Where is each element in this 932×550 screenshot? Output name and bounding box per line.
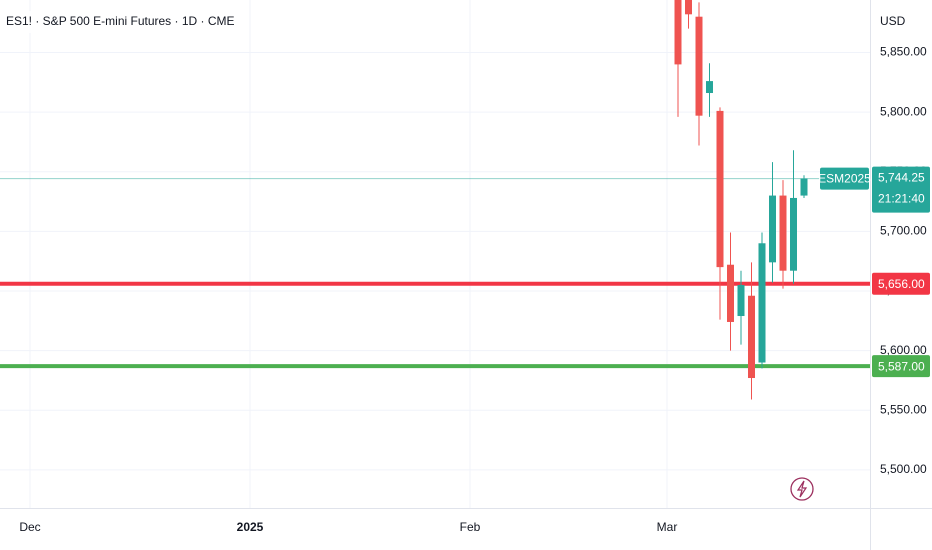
candle-body — [790, 197, 797, 271]
y-tick-label: 5,550.00 — [880, 402, 927, 416]
candle-body — [737, 285, 745, 317]
candle-body — [716, 110, 724, 268]
x-tick-label: 2025 — [237, 520, 264, 534]
countdown-label: 21:21:40 — [878, 192, 925, 206]
candle-body — [748, 295, 755, 379]
candle-body — [674, 0, 682, 65]
last-price-box — [872, 166, 930, 213]
price-level-box — [872, 355, 930, 378]
price-level-label: 5,656.00 — [878, 277, 925, 291]
title-backdrop — [2, 11, 208, 33]
chart-title: ES1! · S&P 500 E-mini Futures · 1D · CME — [6, 14, 235, 28]
candle-body — [800, 178, 808, 196]
y-tick-label: 5,700.00 — [880, 224, 927, 238]
symbol-label: ESM2025 — [818, 172, 871, 186]
candle-body — [769, 195, 776, 263]
candle-body — [779, 195, 787, 271]
levels — [0, 178, 870, 369]
candles — [674, 0, 808, 400]
currency-label: USD — [880, 14, 906, 28]
candle-body — [758, 243, 766, 363]
price-level-label: 5,587.00 — [878, 359, 925, 373]
candle-body — [695, 16, 703, 116]
price-level-box — [872, 272, 930, 295]
price-axis: 5,500.005,550.005,600.005,650.005,700.00… — [19, 45, 930, 534]
symbol-box — [820, 167, 869, 190]
x-tick-label: Feb — [460, 520, 481, 534]
x-tick-label: Dec — [19, 520, 40, 534]
flash-icon[interactable] — [790, 477, 814, 501]
y-tick-label: 5,500.00 — [880, 462, 927, 476]
y-tick-label: 5,850.00 — [880, 45, 927, 59]
last-price-label: 5,744.25 — [878, 171, 925, 185]
y-tick-label: 5,800.00 — [880, 104, 927, 118]
grid — [0, 0, 870, 508]
y-tick-label: 5,600.00 — [880, 343, 927, 357]
candle-body — [727, 264, 734, 322]
candle-body — [706, 81, 713, 94]
x-tick-label: Mar — [657, 520, 678, 534]
candle-body — [685, 0, 692, 15]
flash-icon-bolt — [796, 480, 808, 498]
